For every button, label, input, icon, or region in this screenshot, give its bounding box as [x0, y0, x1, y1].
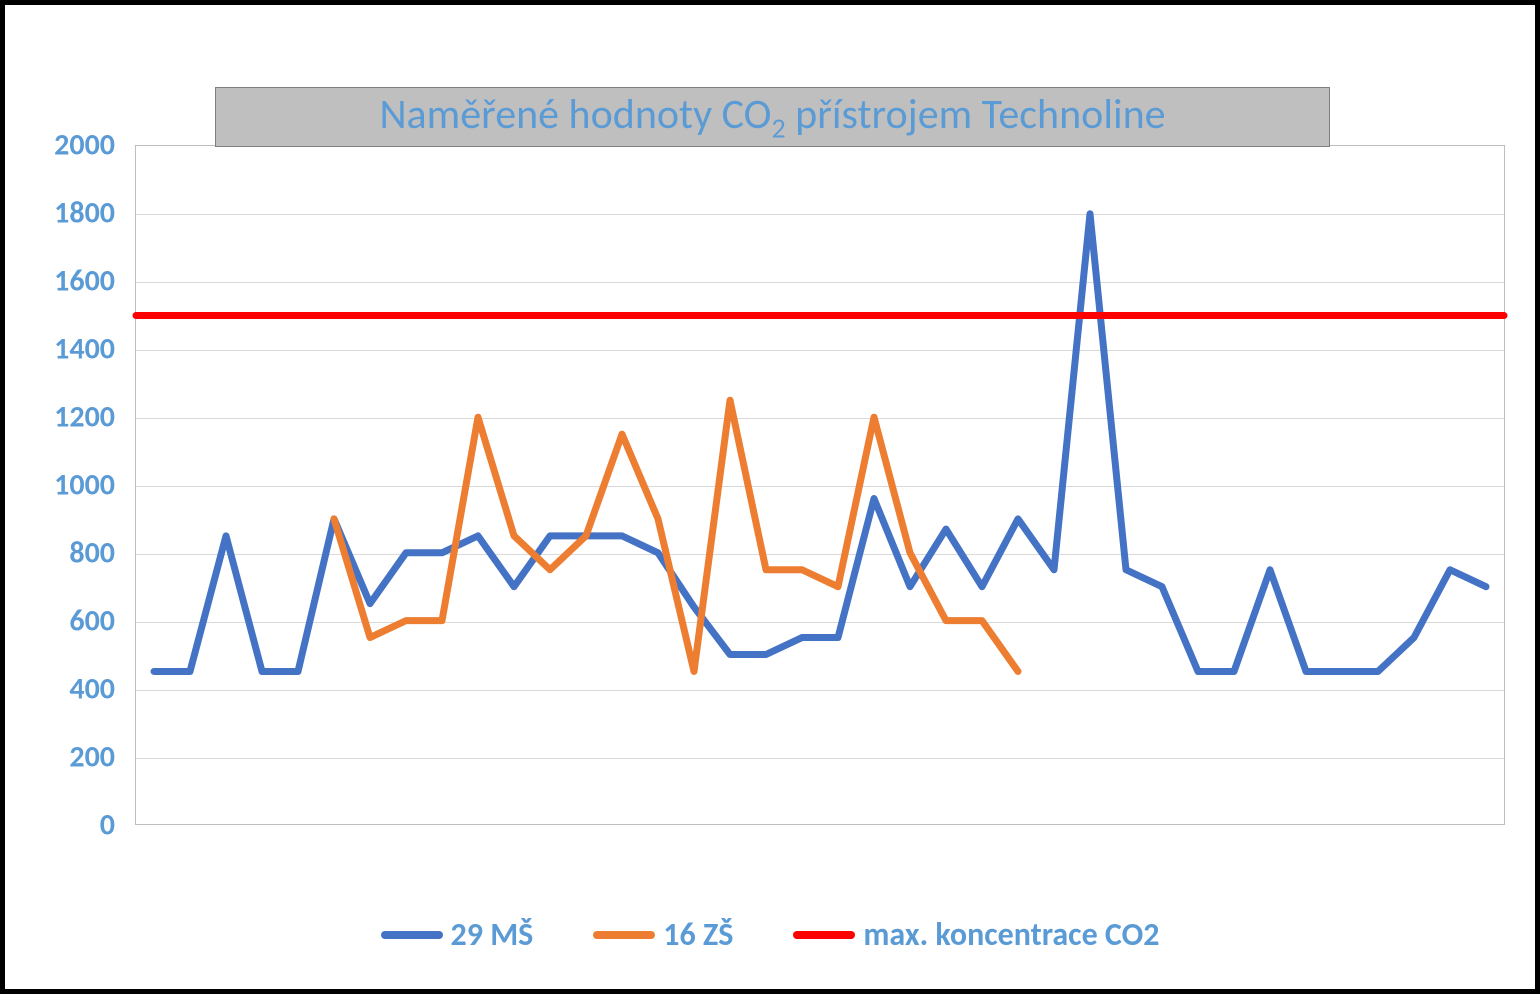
- y-tick-label: 800: [69, 535, 115, 572]
- chart-container: Naměřené hodnoty CO2 přístrojem Technoli…: [5, 5, 1535, 989]
- series-line-16 ZŠ: [334, 400, 1018, 671]
- legend-swatch: [793, 931, 855, 939]
- legend-item: 16 ZŠ: [593, 915, 733, 954]
- y-tick-label: 1200: [54, 399, 115, 436]
- legend-item: max. koncentrace CO2: [793, 915, 1159, 954]
- y-tick-label: 1400: [54, 331, 115, 368]
- y-tick-label: 200: [69, 739, 115, 776]
- legend-label: 29 MŠ: [451, 915, 534, 954]
- legend-swatch: [381, 931, 443, 939]
- chart-title: Naměřené hodnoty CO2 přístrojem Technoli…: [379, 89, 1165, 145]
- y-tick-label: 1600: [54, 263, 115, 300]
- series-line-29 MŠ: [154, 214, 1486, 672]
- y-tick-label: 1000: [54, 467, 115, 504]
- y-axis-labels: 0200400600800100012001400160018002000: [5, 145, 125, 825]
- legend-item: 29 MŠ: [381, 915, 534, 954]
- legend-label: max. koncentrace CO2: [863, 915, 1159, 954]
- legend: 29 MŠ 16 ZŠ max. koncentrace CO2: [5, 915, 1535, 954]
- y-tick-label: 600: [69, 603, 115, 640]
- chart-title-box: Naměřené hodnoty CO2 přístrojem Technoli…: [215, 87, 1330, 147]
- plot-area: [135, 145, 1505, 825]
- y-tick-label: 400: [69, 671, 115, 708]
- y-tick-label: 0: [100, 807, 115, 844]
- chart-lines-svg: [136, 146, 1504, 824]
- legend-label: 16 ZŠ: [663, 915, 733, 954]
- chart-outer-frame: Naměřené hodnoty CO2 přístrojem Technoli…: [0, 0, 1540, 994]
- y-tick-label: 2000: [54, 127, 115, 164]
- y-tick-label: 1800: [54, 195, 115, 232]
- legend-swatch: [593, 931, 655, 939]
